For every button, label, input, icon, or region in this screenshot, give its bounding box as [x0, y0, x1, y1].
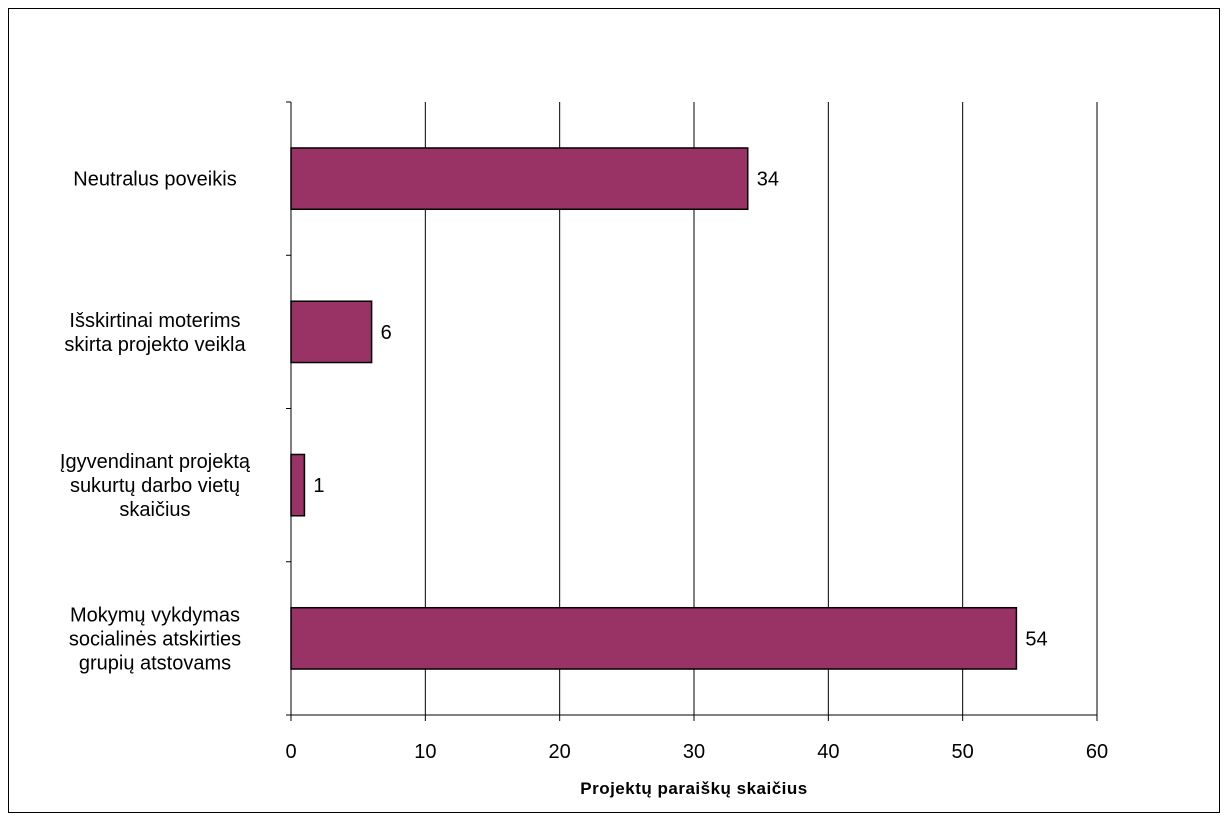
category-label-line: Įgyvendinant projektą [60, 451, 251, 473]
labels: 0 10 20 30 40 50 60 34 Neutralus poveikis 6 Išskir… [60, 169, 1108, 763]
bar-1 [290, 300, 373, 364]
data-label: 34 [757, 169, 779, 191]
category-label-line: Mokymų vykdymas [70, 604, 240, 626]
category-label-1: Išskirtinai moterims skirta projekto veik… [64, 310, 246, 356]
bars [290, 147, 1018, 670]
category-label-line: Išskirtinai moterims [69, 310, 240, 332]
bar-2 [290, 453, 306, 517]
x-tick-label: 20 [549, 741, 571, 763]
x-axis-title: Projektų paraiškų skaičius [580, 779, 808, 798]
category-label-3: Mokymų vykdymas socialinės atskirties grup… [69, 604, 241, 674]
data-label: 54 [1025, 628, 1047, 650]
category-label-line: grupių atstovams [79, 652, 231, 674]
chart-frame [8, 8, 1220, 813]
x-tick-label: 0 [285, 741, 296, 763]
x-tick-label: 30 [683, 741, 705, 763]
bar-0 [290, 147, 749, 211]
category-label-line: skaičius [119, 499, 190, 521]
category-label-line: sukurtų darbo vietų [70, 475, 240, 497]
category-label-line: socialinės atskirties [69, 628, 241, 650]
category-label-2: Įgyvendinant projektą sukurtų darbo vietų… [60, 451, 251, 521]
axes [286, 101, 1098, 721]
category-label-line: skirta projekto veikla [64, 334, 246, 356]
x-tick-label: 50 [952, 741, 974, 763]
x-tick-label: 10 [414, 741, 436, 763]
category-label-0: Neutralus poveikis [73, 169, 236, 191]
data-label: 6 [381, 322, 392, 344]
category-label-line: Neutralus poveikis [73, 169, 236, 191]
data-label: 1 [313, 475, 324, 497]
x-tick-label: 40 [817, 741, 839, 763]
x-tick-label: 60 [1086, 741, 1108, 763]
bar-3 [290, 606, 1018, 670]
